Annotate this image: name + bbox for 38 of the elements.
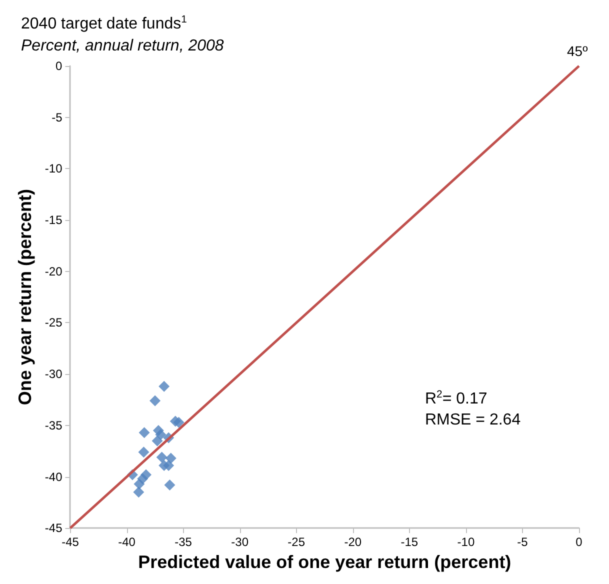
x-tick-label: -10: [457, 535, 475, 550]
x-tick-label: -40: [118, 535, 136, 550]
x-tick-label: -5: [517, 535, 528, 550]
x-tick-label: -20: [344, 535, 362, 550]
y-tick-label: -10: [44, 162, 63, 176]
x-tick-label: 0: [576, 535, 583, 550]
x-tick-label: -15: [400, 535, 418, 550]
y-tick-label: -20: [44, 264, 63, 278]
point: [163, 460, 174, 471]
point: [173, 416, 184, 428]
y-tick-label: 0: [56, 59, 63, 73]
point: [150, 395, 161, 406]
annotation: RMSE = 2.64: [425, 412, 521, 428]
y-tick-label: -5: [52, 110, 63, 124]
point: [134, 478, 145, 490]
x-tick-label: -45: [62, 535, 80, 550]
x-tick-label: -35: [174, 535, 192, 550]
point: [156, 452, 168, 463]
x-tick-label: -30: [231, 535, 249, 550]
y-tick-label: -35: [44, 418, 63, 432]
y-tick-label: -45: [44, 521, 63, 536]
point: [138, 427, 150, 438]
annotation: 45º: [567, 43, 588, 59]
x-tick-label: -25: [288, 535, 306, 550]
y-tick-label: -30: [44, 367, 63, 382]
y-axis-title: One year return (percent): [15, 189, 35, 406]
point: [133, 486, 144, 498]
x-axis-title: Predicted value of one year return (percent): [138, 552, 512, 572]
point: [158, 380, 170, 392]
point: [152, 435, 163, 446]
point: [138, 446, 150, 458]
y-tick-label: -25: [44, 316, 63, 330]
chart-subtitle: Percent, annual return, 2008: [21, 38, 224, 54]
y-tick-label: -15: [44, 213, 63, 228]
point: [165, 452, 176, 464]
y-tick-label: -40: [44, 470, 63, 484]
point: [155, 429, 166, 440]
point: [164, 479, 176, 490]
